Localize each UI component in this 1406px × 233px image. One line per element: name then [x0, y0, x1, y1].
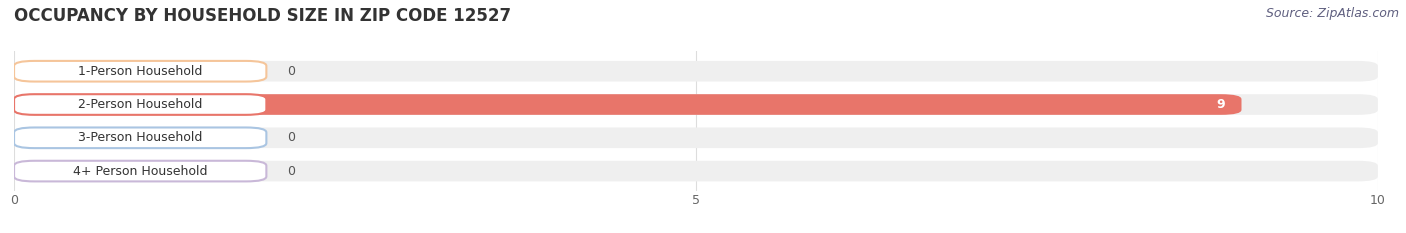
- FancyBboxPatch shape: [14, 61, 266, 82]
- FancyBboxPatch shape: [14, 94, 1378, 115]
- FancyBboxPatch shape: [14, 161, 1378, 182]
- FancyBboxPatch shape: [14, 161, 266, 182]
- Text: 0: 0: [287, 65, 295, 78]
- FancyBboxPatch shape: [14, 127, 266, 148]
- FancyBboxPatch shape: [14, 127, 1378, 148]
- FancyBboxPatch shape: [14, 61, 1378, 82]
- Text: 0: 0: [287, 164, 295, 178]
- Text: 3-Person Household: 3-Person Household: [77, 131, 202, 144]
- Text: 0: 0: [287, 131, 295, 144]
- FancyBboxPatch shape: [14, 94, 266, 115]
- Text: Source: ZipAtlas.com: Source: ZipAtlas.com: [1265, 7, 1399, 20]
- Text: OCCUPANCY BY HOUSEHOLD SIZE IN ZIP CODE 12527: OCCUPANCY BY HOUSEHOLD SIZE IN ZIP CODE …: [14, 7, 512, 25]
- Text: 2-Person Household: 2-Person Household: [77, 98, 202, 111]
- Text: 1-Person Household: 1-Person Household: [77, 65, 202, 78]
- Text: 9: 9: [1216, 98, 1225, 111]
- Text: 4+ Person Household: 4+ Person Household: [73, 164, 208, 178]
- FancyBboxPatch shape: [14, 94, 1241, 115]
